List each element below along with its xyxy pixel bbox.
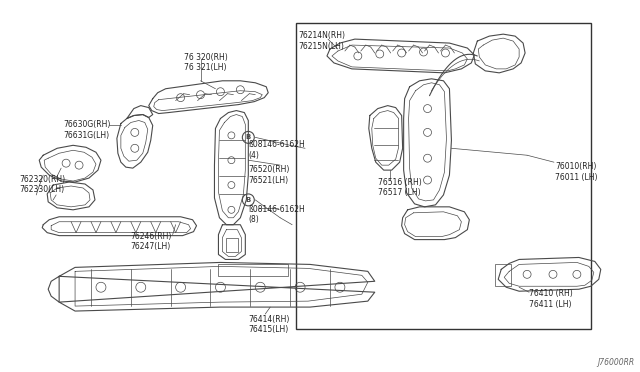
Text: B: B <box>246 134 251 140</box>
Bar <box>218 264 288 276</box>
Text: ß08146-6162H
(8): ß08146-6162H (8) <box>248 205 305 224</box>
Text: 76410 (RH)
76411 (LH): 76410 (RH) 76411 (LH) <box>529 289 573 309</box>
Text: B: B <box>246 197 251 203</box>
Text: 76630G(RH)
76631G(LH): 76630G(RH) 76631G(LH) <box>63 121 111 140</box>
Text: J76000RR: J76000RR <box>598 357 635 367</box>
Bar <box>495 264 511 286</box>
Text: 76 320(RH)
76 321(LH): 76 320(RH) 76 321(LH) <box>184 53 227 73</box>
Text: ß08146-6162H
(4): ß08146-6162H (4) <box>248 140 305 160</box>
Bar <box>296 23 591 329</box>
Text: 76516 (RH)
76517 (LH): 76516 (RH) 76517 (LH) <box>378 178 422 198</box>
Text: 76414(RH)
76415(LH): 76414(RH) 76415(LH) <box>248 315 290 334</box>
Text: 76520(RH)
76521(LH): 76520(RH) 76521(LH) <box>248 165 290 185</box>
Bar <box>227 238 238 251</box>
Text: 76010(RH)
76011 (LH): 76010(RH) 76011 (LH) <box>555 162 598 182</box>
Text: 762320(RH)
762330(LH): 762320(RH) 762330(LH) <box>19 175 65 195</box>
Text: 76246(RH)
76247(LH): 76246(RH) 76247(LH) <box>131 232 172 251</box>
Text: 76214N(RH)
76215N(LH): 76214N(RH) 76215N(LH) <box>298 31 345 51</box>
